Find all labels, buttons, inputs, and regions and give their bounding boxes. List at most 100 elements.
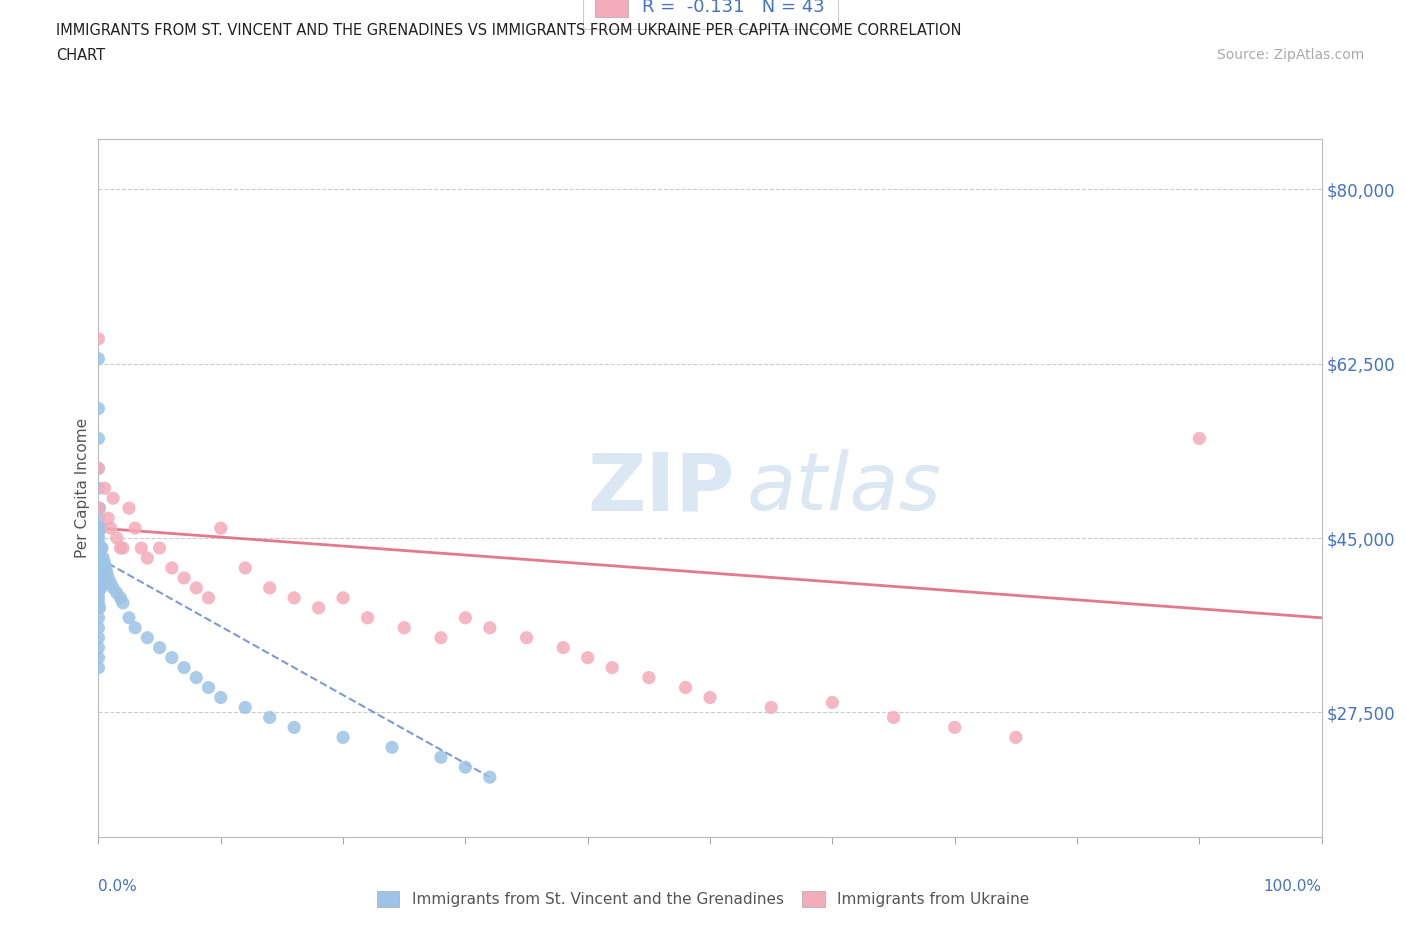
Point — [576, 650, 599, 665]
Point — [186, 671, 208, 685]
Point — [87, 401, 110, 416]
Point — [87, 551, 110, 565]
Point — [89, 500, 111, 515]
Point — [1188, 431, 1211, 445]
Point — [87, 576, 110, 591]
Point — [209, 521, 232, 536]
Point — [821, 695, 844, 710]
Point — [149, 640, 172, 655]
Point — [478, 770, 501, 785]
Point — [233, 700, 256, 715]
Point — [209, 690, 232, 705]
Point — [356, 610, 378, 625]
Point — [197, 680, 219, 695]
Point — [89, 601, 111, 616]
Point — [136, 631, 159, 645]
Point — [111, 540, 134, 555]
Legend: Immigrants from St. Vincent and the Grenadines, Immigrants from Ukraine: Immigrants from St. Vincent and the Gren… — [370, 884, 1036, 913]
Point — [89, 580, 111, 595]
Point — [87, 521, 110, 536]
Point — [111, 595, 134, 610]
Y-axis label: Per Capita Income: Per Capita Income — [75, 418, 90, 558]
Point — [96, 565, 118, 580]
Point — [93, 555, 115, 570]
Point — [332, 730, 354, 745]
Point — [105, 531, 128, 546]
Point — [129, 540, 152, 555]
Point — [883, 710, 905, 724]
Point — [87, 500, 110, 515]
Point — [259, 580, 281, 595]
Point — [87, 461, 110, 476]
Point — [430, 631, 453, 645]
Point — [90, 580, 112, 595]
Point — [87, 601, 110, 616]
Point — [87, 500, 110, 515]
Point — [87, 586, 110, 601]
Point — [97, 511, 120, 525]
Point — [600, 660, 623, 675]
Point — [87, 540, 110, 555]
Point — [91, 561, 114, 576]
Point — [197, 591, 219, 605]
Text: 0.0%: 0.0% — [98, 879, 138, 894]
Point — [87, 546, 110, 561]
Point — [89, 540, 111, 555]
Point — [478, 620, 501, 635]
Point — [87, 580, 110, 595]
Point — [91, 551, 114, 565]
Point — [93, 481, 115, 496]
Point — [637, 671, 661, 685]
Point — [1004, 730, 1026, 745]
Point — [118, 610, 141, 625]
Point — [110, 591, 132, 605]
Point — [87, 352, 110, 366]
Point — [87, 331, 110, 346]
Point — [87, 570, 110, 585]
Text: ZIP: ZIP — [588, 449, 734, 527]
Point — [110, 540, 132, 555]
Point — [87, 461, 110, 476]
Point — [515, 631, 537, 645]
Point — [160, 561, 183, 576]
Text: Source: ZipAtlas.com: Source: ZipAtlas.com — [1216, 48, 1364, 62]
Point — [87, 555, 110, 570]
Point — [100, 521, 122, 536]
Point — [87, 525, 110, 540]
Point — [100, 576, 122, 591]
Point — [149, 540, 172, 555]
Point — [87, 650, 110, 665]
Point — [101, 491, 124, 506]
Point — [90, 540, 112, 555]
Point — [89, 521, 111, 536]
Point — [381, 740, 404, 755]
Point — [454, 610, 477, 625]
Point — [283, 720, 305, 735]
Point — [87, 595, 110, 610]
Text: 100.0%: 100.0% — [1264, 879, 1322, 894]
Point — [87, 631, 110, 645]
Point — [553, 640, 575, 655]
Point — [392, 620, 416, 635]
Point — [173, 570, 195, 585]
Point — [160, 650, 183, 665]
Point — [87, 660, 110, 675]
Point — [675, 680, 697, 695]
Point — [761, 700, 783, 715]
Point — [105, 586, 128, 601]
Point — [87, 591, 110, 605]
Point — [699, 690, 721, 705]
Point — [332, 591, 354, 605]
Point — [173, 660, 195, 675]
Point — [943, 720, 966, 735]
Point — [87, 536, 110, 551]
Point — [89, 570, 111, 585]
Point — [87, 481, 110, 496]
Point — [87, 620, 110, 635]
Point — [124, 620, 146, 635]
Point — [90, 521, 112, 536]
Point — [91, 570, 114, 585]
Point — [454, 760, 477, 775]
Point — [89, 561, 111, 576]
Point — [87, 561, 110, 576]
